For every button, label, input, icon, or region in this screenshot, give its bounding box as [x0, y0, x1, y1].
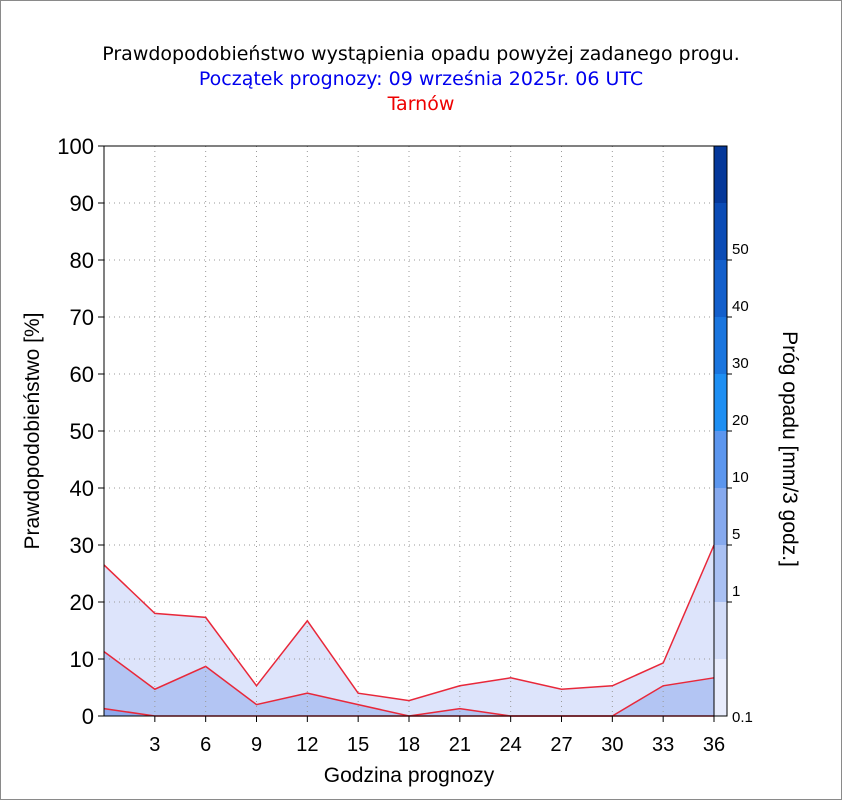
x-tick-label: 33: [652, 734, 674, 756]
y-tick-label: 40: [70, 476, 94, 501]
colorbar-tick-label: 1: [732, 583, 740, 600]
x-tick-label: 15: [347, 734, 369, 756]
colorbar-tick-label: 50: [732, 241, 749, 258]
y-tick-label: 90: [70, 191, 94, 216]
colorbar-segment: [714, 545, 727, 602]
area-series-1: [104, 651, 714, 716]
colorbar-tick-label: 5: [732, 526, 740, 543]
y-tick-label: 70: [70, 305, 94, 330]
x-tick-label: 12: [296, 734, 318, 756]
y-tick-label: 50: [70, 419, 94, 444]
colorbar-segment: [714, 374, 727, 431]
colorbar-segment: [714, 431, 727, 488]
x-tick-label: 36: [703, 734, 725, 756]
x-tick-label: 3: [149, 734, 160, 756]
colorbar-tick-label: 20: [732, 412, 749, 429]
colorbar-tick-label: 10: [732, 469, 749, 486]
y-axis-label: Prawdopodobieństwo [%]: [21, 313, 44, 550]
colorbar-tick-label: 30: [732, 355, 749, 372]
y-tick-label: 0: [82, 704, 94, 729]
colorbar-segment: [714, 659, 727, 716]
location-label: Tarnów: [387, 93, 455, 115]
x-tick-label: 27: [550, 734, 572, 756]
chart-subtitle: Początek prognozy: 09 września 2025r. 06…: [198, 68, 644, 90]
colorbar-segment: [714, 260, 727, 317]
colorbar-segment: [714, 203, 727, 260]
y-tick-label: 30: [70, 533, 94, 558]
chart-title: Prawdopodobieństwo wystąpienia opadu pow…: [102, 43, 740, 65]
x-axis-label: Godzina prognozy: [324, 764, 495, 787]
colorbar-tick-label: 40: [732, 298, 749, 315]
colorbar-segment: [714, 146, 727, 203]
colorbar-segment: [714, 317, 727, 374]
y-tick-label: 100: [57, 134, 94, 159]
colorbar-tick-label: 0.1: [732, 709, 753, 726]
y-tick-label: 20: [70, 590, 94, 615]
y-tick-label: 80: [70, 248, 94, 273]
x-tick-label: 6: [200, 734, 211, 756]
colorbar-segment: [714, 488, 727, 545]
colorbar-label: Próg opadu [mm/3 godz.]: [778, 331, 801, 567]
colorbar-segment: [714, 602, 727, 659]
x-tick-label: 30: [601, 734, 623, 756]
y-tick-label: 10: [70, 647, 94, 672]
x-tick-label: 21: [449, 734, 471, 756]
line-series-0.1: [103, 544, 715, 702]
x-tick-label: 18: [398, 734, 420, 756]
x-tick-label: 24: [500, 734, 522, 756]
x-tick-label: 9: [251, 734, 262, 756]
y-tick-label: 60: [70, 362, 94, 387]
